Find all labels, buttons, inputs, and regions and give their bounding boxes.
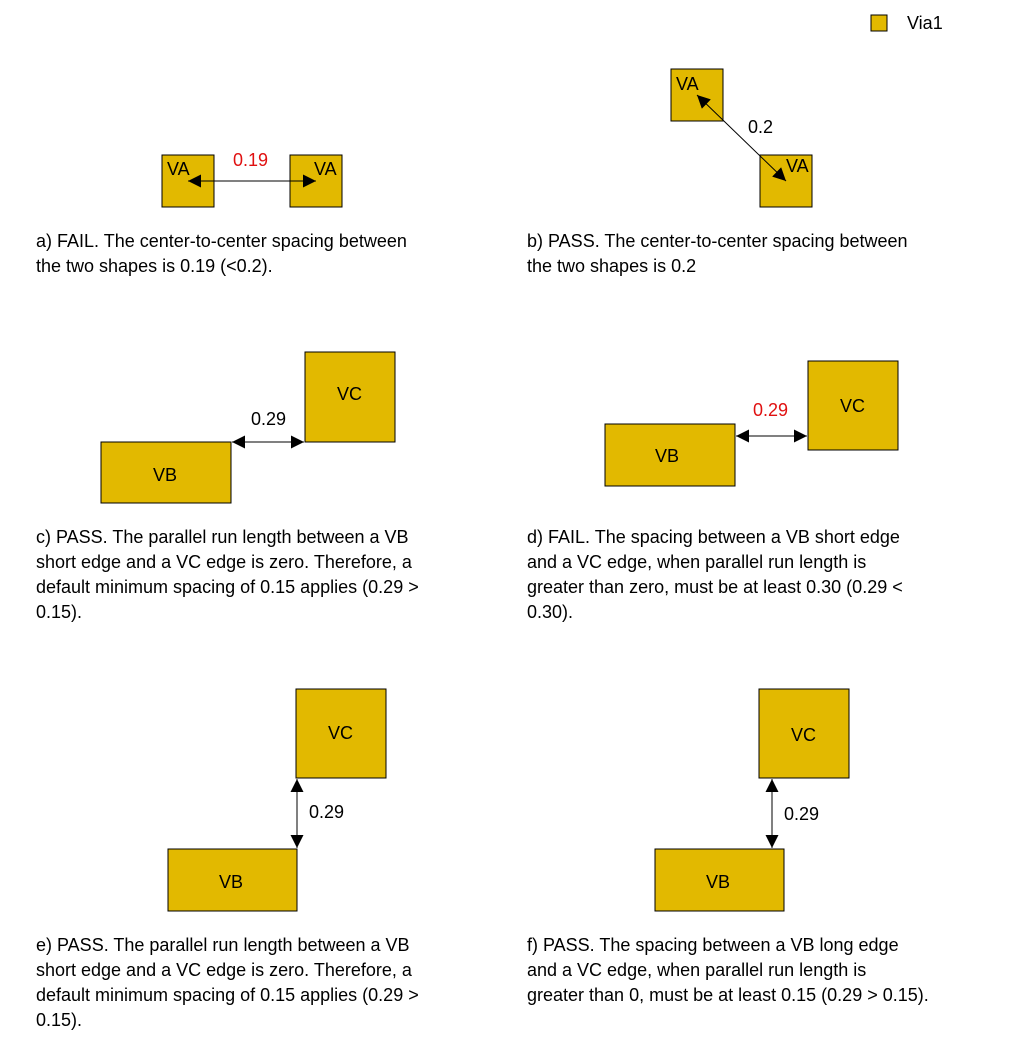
panel-a-caption-line: a) FAIL. The center-to-center spacing be…	[36, 231, 407, 251]
panel-b-caption-line: b) PASS. The center-to-center spacing be…	[527, 231, 908, 251]
panel-f-caption-line: and a VC edge, when parallel run length …	[527, 960, 867, 980]
panel-a-caption: a) FAIL. The center-to-center spacing be…	[36, 229, 407, 279]
panel-f-via-vb	[654, 848, 785, 912]
panel-c-dimension-label: 0.29	[251, 409, 286, 429]
panel-e-caption-line: short edge and a VC edge is zero. Theref…	[36, 960, 412, 980]
panel-b: VA VA 0.2	[670, 68, 813, 208]
panel-f-label-vc: VC	[791, 725, 816, 745]
panel-d-dimension-label: 0.29	[753, 400, 788, 420]
panel-e-caption-line: 0.15).	[36, 1010, 83, 1030]
panel-c-caption-line: default minimum spacing of 0.15 applies …	[36, 577, 419, 597]
panel-f: VC VB 0.29	[654, 688, 850, 912]
legend-label: Via1	[907, 13, 943, 33]
panel-c: VB VC 0.29	[100, 351, 396, 504]
panel-c-caption-line: short edge and a VC edge is zero. Theref…	[36, 552, 412, 572]
panel-e-label-vb: VB	[219, 872, 243, 892]
panel-c-label-vc: VC	[337, 384, 362, 404]
panel-a-label-right: VA	[314, 159, 337, 179]
panel-f-caption: f) PASS. The spacing between a VB long e…	[527, 933, 929, 1008]
panel-e-caption-line: e) PASS. The parallel run length between…	[36, 935, 410, 955]
panel-d-caption-line: greater than zero, must be at least 0.30…	[527, 577, 903, 597]
panel-f-dimension-label: 0.29	[784, 804, 819, 824]
panel-d-via-vc	[807, 360, 899, 451]
panel-c-via-vc	[304, 351, 396, 443]
legend-swatch	[870, 14, 888, 32]
panel-e-label-vc: VC	[328, 723, 353, 743]
panel-e-caption: e) PASS. The parallel run length between…	[36, 933, 419, 1033]
panel-f-via-vc	[758, 688, 850, 779]
panel-d-caption: d) FAIL. The spacing between a VB short …	[527, 525, 903, 625]
panel-e-via-vb	[167, 848, 298, 912]
panel-a-dimension-label: 0.19	[233, 150, 268, 170]
panel-c-caption-line: c) PASS. The parallel run length between…	[36, 527, 409, 547]
panel-a-label-left: VA	[167, 159, 190, 179]
panel-d-label-vb: VB	[655, 446, 679, 466]
panel-b-caption-line: the two shapes is 0.2	[527, 256, 697, 276]
panel-d: VB VC 0.29	[604, 360, 899, 487]
panel-e-via-vc	[295, 688, 387, 779]
panel-c-caption-line: 0.15).	[36, 602, 83, 622]
panel-b-dimension-label: 0.2	[748, 117, 773, 137]
panel-b-caption: b) PASS. The center-to-center spacing be…	[527, 229, 908, 279]
panel-c-label-vb: VB	[153, 465, 177, 485]
panel-e-caption-line: default minimum spacing of 0.15 applies …	[36, 985, 419, 1005]
panel-d-via-vb	[604, 423, 736, 487]
panel-e-dimension-label: 0.29	[309, 802, 344, 822]
panel-c-caption: c) PASS. The parallel run length between…	[36, 525, 419, 625]
panel-c-via-vb	[100, 441, 232, 504]
panel-f-label-vb: VB	[706, 872, 730, 892]
panel-d-caption-line: d) FAIL. The spacing between a VB short …	[527, 527, 900, 547]
panel-f-caption-line: greater than 0, must be at least 0.15 (0…	[527, 985, 929, 1005]
panel-b-dimension-arrow	[696, 94, 787, 182]
panel-d-caption-line: and a VC edge, when parallel run length …	[527, 552, 867, 572]
panel-a: VA VA 0.19	[161, 150, 343, 208]
panel-d-caption-line: 0.30).	[527, 602, 574, 622]
panel-f-caption-line: f) PASS. The spacing between a VB long e…	[527, 935, 899, 955]
panel-b-label-bottom: VA	[786, 156, 809, 176]
panel-d-label-vc: VC	[840, 396, 865, 416]
panel-a-caption-line: the two shapes is 0.19 (<0.2).	[36, 256, 273, 276]
panel-e: VC VB 0.29	[167, 688, 387, 912]
panel-b-label-top: VA	[676, 74, 699, 94]
